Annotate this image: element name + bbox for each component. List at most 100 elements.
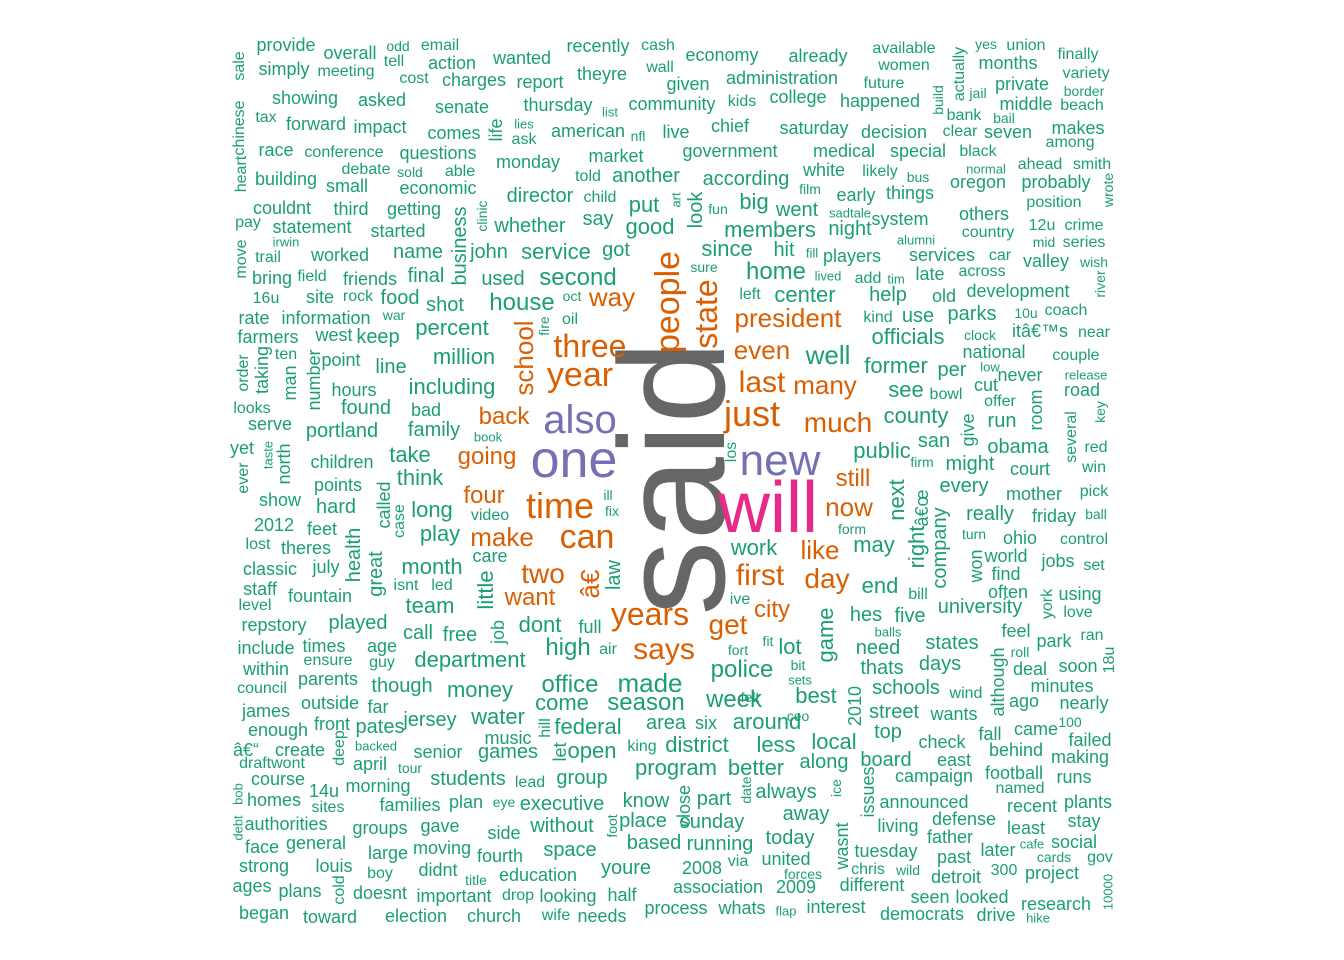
- cloud-word: ago: [1008, 691, 1040, 711]
- cloud-word: man: [280, 365, 300, 401]
- cloud-word: night: [828, 218, 872, 240]
- cloud-word: final: [407, 265, 445, 287]
- cloud-word: set: [1083, 557, 1105, 574]
- cloud-word: lies: [514, 116, 534, 132]
- cloud-word: month: [401, 554, 463, 579]
- cloud-word: yet: [229, 438, 255, 458]
- cloud-word: park: [1036, 631, 1072, 651]
- cloud-word: bus: [906, 169, 930, 185]
- cloud-word: food: [380, 287, 420, 309]
- cloud-word: running: [686, 833, 754, 855]
- cloud-word: percent: [415, 315, 489, 340]
- cloud-word: comes: [427, 123, 481, 143]
- cloud-word: now: [825, 492, 873, 522]
- cloud-word: defense: [931, 809, 997, 829]
- cloud-word: flap: [775, 903, 797, 919]
- cloud-word: even: [733, 335, 791, 365]
- cloud-word: great: [365, 551, 387, 597]
- cloud-word: alumni: [896, 232, 936, 248]
- cloud-word: crime: [1064, 217, 1104, 234]
- cloud-word: living: [877, 816, 919, 836]
- cloud-word: process: [644, 898, 708, 918]
- cloud-word: morning: [345, 776, 411, 796]
- cloud-word: building: [254, 169, 318, 189]
- cloud-word: ran: [1080, 627, 1104, 644]
- cloud-word: team: [405, 593, 455, 618]
- cloud-word: forces: [783, 866, 823, 882]
- cloud-word: per: [937, 359, 967, 381]
- cloud-word: development: [966, 281, 1070, 301]
- cloud-word: list: [602, 104, 618, 120]
- cloud-word: love: [1063, 604, 1093, 621]
- cloud-word: likely: [862, 163, 898, 180]
- cloud-word: add: [854, 270, 882, 287]
- cloud-word: things: [885, 183, 935, 203]
- cloud-word: staff: [243, 579, 277, 599]
- cloud-word: fix: [605, 503, 619, 519]
- cloud-word: second: [539, 264, 617, 291]
- cloud-word: move: [233, 239, 250, 279]
- cloud-word: using: [1058, 584, 1102, 604]
- cloud-word: decision: [860, 122, 928, 142]
- cloud-word: six: [695, 713, 717, 733]
- cloud-word: keep: [356, 326, 400, 348]
- cloud-word: bowl: [929, 386, 963, 403]
- cloud-word: government: [682, 141, 778, 161]
- cloud-word: senior: [413, 742, 463, 762]
- cloud-word: four: [463, 482, 505, 509]
- cloud-word: long: [411, 497, 453, 522]
- cloud-word: within: [242, 659, 290, 679]
- cloud-word: trail: [255, 249, 281, 266]
- cloud-word: wants: [930, 704, 978, 724]
- cloud-word: toward: [302, 907, 358, 927]
- cloud-word: music: [484, 728, 532, 748]
- cloud-word: odd: [386, 38, 410, 54]
- cloud-word: eye: [492, 794, 516, 810]
- cloud-word: run: [987, 410, 1017, 432]
- cloud-word: sadtale: [829, 205, 871, 221]
- cloud-word: next: [884, 479, 909, 521]
- cloud-word: face: [244, 837, 280, 857]
- cloud-word: forward: [285, 114, 347, 134]
- cloud-word: months: [978, 53, 1038, 73]
- cloud-word: know: [622, 790, 670, 812]
- cloud-word: come: [535, 690, 589, 715]
- cloud-word: mother: [1005, 484, 1063, 504]
- cloud-word: well: [805, 340, 851, 370]
- cloud-word: 100: [1058, 714, 1082, 730]
- cloud-word: san: [917, 430, 951, 452]
- cloud-word: site: [305, 287, 335, 307]
- cloud-word: get: [708, 609, 748, 640]
- cloud-word: drive: [976, 905, 1016, 925]
- cloud-word: able: [444, 163, 476, 180]
- cloud-word: members: [724, 217, 816, 242]
- cloud-word: race: [258, 140, 294, 160]
- cloud-word: 2009: [775, 877, 817, 897]
- cloud-word: put: [628, 192, 660, 217]
- cloud-word: state: [688, 279, 724, 349]
- cloud-word: shot: [426, 294, 464, 316]
- cloud-word: ever: [235, 462, 252, 494]
- cloud-word: â€“: [232, 740, 260, 760]
- cloud-word: small: [325, 176, 369, 196]
- cloud-word: recently: [566, 36, 630, 56]
- cloud-word: left: [739, 286, 761, 303]
- cloud-word: worked: [310, 245, 370, 265]
- cloud-word: north: [274, 443, 294, 485]
- cloud-word: though: [371, 675, 433, 697]
- cloud-word: according: [702, 168, 790, 190]
- cloud-word: near: [1077, 324, 1111, 341]
- cloud-word: lost: [245, 536, 271, 553]
- cloud-word: point: [321, 350, 361, 370]
- cloud-word: system: [871, 209, 929, 229]
- cloud-word: job: [488, 619, 508, 645]
- cloud-word: group: [556, 767, 608, 789]
- cloud-word: louis: [315, 856, 353, 876]
- cloud-word: number: [304, 349, 324, 411]
- cloud-word: foot: [604, 814, 620, 838]
- cloud-word: ages: [232, 876, 272, 896]
- cloud-word: year: [546, 356, 614, 394]
- cloud-word: 12u: [1028, 217, 1056, 234]
- cloud-word: cash: [641, 37, 675, 54]
- cloud-word: money: [446, 677, 514, 702]
